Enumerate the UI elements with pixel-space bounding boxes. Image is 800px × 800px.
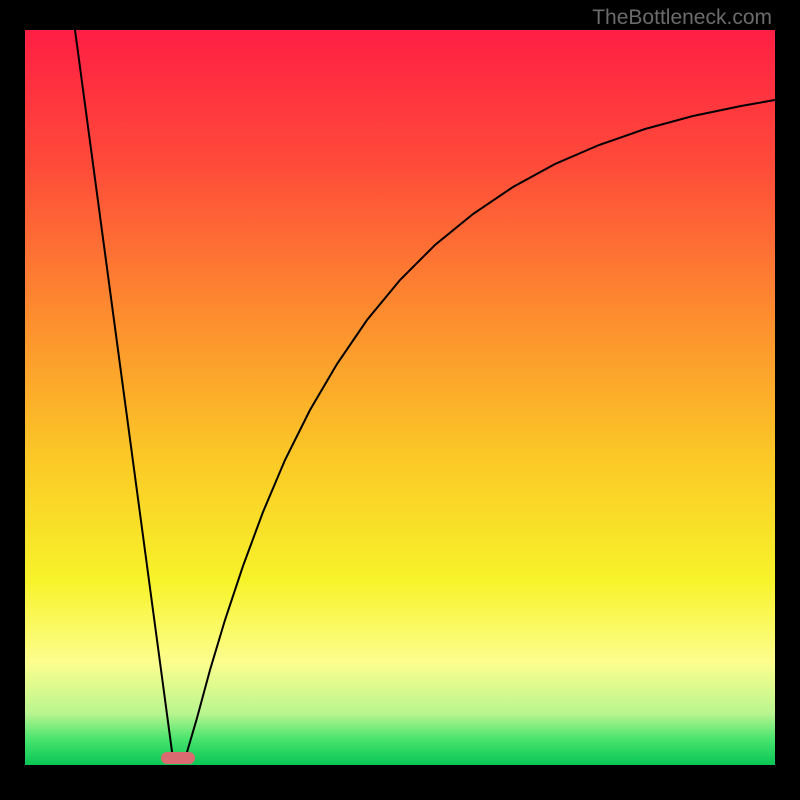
- curve-overlay: [25, 30, 775, 765]
- watermark-text: TheBottleneck.com: [592, 6, 772, 30]
- plot-area: [25, 30, 775, 765]
- bottleneck-marker: [161, 752, 195, 764]
- chart-container: TheBottleneck.com: [0, 0, 800, 800]
